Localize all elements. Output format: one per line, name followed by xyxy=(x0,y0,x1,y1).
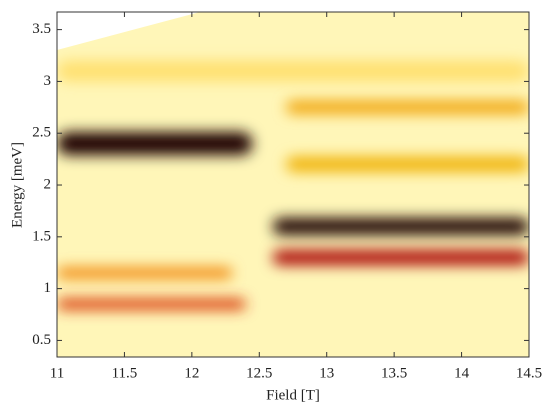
x-tick-label: 13 xyxy=(319,365,334,381)
y-axis-label: Energy [meV] xyxy=(9,142,25,228)
intensity-band xyxy=(272,218,529,235)
y-tick-label: 1 xyxy=(44,280,52,296)
x-tick-label: 11 xyxy=(50,365,64,381)
y-tick-label: 2 xyxy=(44,176,52,192)
y-tick-label: 2.5 xyxy=(32,125,51,141)
x-tick-label: 14 xyxy=(454,365,470,381)
intensity-band xyxy=(57,60,529,82)
axes-frame xyxy=(56,11,530,358)
y-tick-label: 0.5 xyxy=(32,332,51,348)
x-tick-label: 12 xyxy=(184,365,199,381)
plot-area xyxy=(57,12,529,357)
y-tick-label: 3 xyxy=(44,73,52,89)
intensity-band xyxy=(57,298,246,310)
intensity-band xyxy=(286,101,529,114)
x-tick-label: 13.5 xyxy=(381,365,407,381)
x-axis-label: Field [T] xyxy=(266,387,320,403)
x-tick-label: 14.5 xyxy=(516,365,542,381)
y-tick-label: 1.5 xyxy=(32,228,51,244)
no-data-region xyxy=(57,12,200,50)
x-tick-label: 12.5 xyxy=(246,365,272,381)
intensity-band xyxy=(286,157,529,172)
x-tick-label: 11.5 xyxy=(112,365,138,381)
y-tick-label: 3.5 xyxy=(32,21,51,37)
intensity-band xyxy=(57,132,253,155)
intensity-band xyxy=(57,267,233,279)
intensity-band xyxy=(272,250,529,265)
